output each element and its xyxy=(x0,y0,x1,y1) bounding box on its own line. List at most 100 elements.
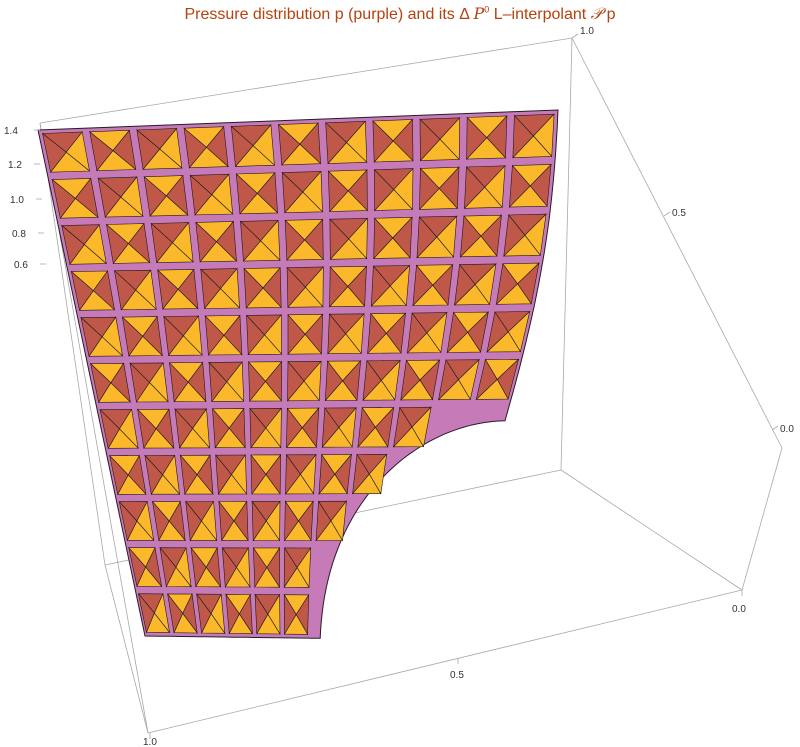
interpolant-triangle xyxy=(195,221,217,263)
interpolant-triangle xyxy=(419,167,440,211)
z-axis-tick-labels: 1.4 1.2 1.0 0.8 0.6 xyxy=(4,126,28,271)
interpolant-triangle xyxy=(286,407,303,449)
interpolant-triangle xyxy=(362,359,382,402)
interpolant-triangle xyxy=(99,408,120,450)
box-edge-right-top xyxy=(571,37,783,449)
interpolant-triangle xyxy=(318,453,336,495)
interpolant-triangle xyxy=(200,268,221,310)
interpolant-triangle xyxy=(215,454,232,495)
title-prefix: Pressure distribution p (purple) and its xyxy=(184,6,460,23)
interpolant-triangle xyxy=(286,266,306,309)
interpolant-triangle xyxy=(189,174,213,216)
interpolant-triangle xyxy=(152,500,170,542)
z-tick-label: 0.8 xyxy=(12,229,26,240)
box-edge-floor-right xyxy=(560,469,743,591)
interpolant-triangle xyxy=(240,220,262,262)
interpolant-triangle xyxy=(174,408,193,449)
interpolant-triangle xyxy=(412,264,434,307)
interpolant-triangle xyxy=(357,406,376,448)
interpolant-triangle xyxy=(218,500,235,542)
interpolant-triangle xyxy=(42,132,67,173)
interpolant-triangle xyxy=(406,312,428,354)
interpolant-triangle xyxy=(185,500,202,542)
interpolant-triangle xyxy=(327,170,349,213)
interpolant-triangle xyxy=(230,125,254,168)
interpolant-triangle xyxy=(61,224,85,266)
interpolant-triangles xyxy=(41,113,555,636)
interpolant-triangle xyxy=(503,214,526,257)
interpolant-triangle xyxy=(400,359,421,401)
interpolant-triangle xyxy=(512,114,534,159)
interpolant-triangle xyxy=(118,500,138,542)
interpolant-triangle xyxy=(374,169,395,212)
box-edge-left-front xyxy=(104,564,149,734)
interpolant-triangle xyxy=(51,178,76,219)
right-axis-tick-labels: 1.0 0.5 0.0 xyxy=(580,26,794,435)
interpolant-triangle xyxy=(446,311,468,354)
interpolant-triangle xyxy=(246,314,265,356)
interpolant-triangle xyxy=(80,316,103,358)
interpolant-triangle xyxy=(169,361,189,403)
right-tick-label: 0.5 xyxy=(672,208,686,219)
interpolant-triangle xyxy=(315,500,332,542)
interpolant-triangle xyxy=(159,546,177,588)
interpolant-triangle xyxy=(287,314,306,356)
interpolant-triangle xyxy=(212,407,230,449)
interpolant-triangle xyxy=(373,217,394,260)
right-tick-label: 0.0 xyxy=(780,424,794,435)
interpolant-triangle xyxy=(287,360,305,402)
interpolant-triangle xyxy=(129,362,150,403)
interpolant-triangle xyxy=(143,176,167,217)
interpolant-triangle xyxy=(325,122,347,165)
front-axis-tick-labels: 0.0 0.5 1.0 xyxy=(143,604,746,747)
interpolant-triangle xyxy=(208,361,228,403)
title-element-space: P xyxy=(473,4,485,23)
interpolant-triangle xyxy=(221,546,237,588)
interpolant-triangle xyxy=(329,218,350,261)
z-tick-label: 1.0 xyxy=(10,195,24,206)
interpolant-triangle xyxy=(281,171,304,214)
interpolant-triangle xyxy=(464,166,486,210)
interpolant-triangle xyxy=(475,358,498,401)
interpolant-triangle xyxy=(183,127,207,169)
z-tick-label: 0.6 xyxy=(14,260,28,271)
interpolant-triangle xyxy=(367,312,387,355)
z-tick-label: 1.2 xyxy=(8,160,22,171)
interpolant-triangle xyxy=(372,120,394,163)
interpolant-triangle xyxy=(225,593,240,635)
right-tick-label: 1.0 xyxy=(580,26,594,37)
interpolant-triangle xyxy=(235,173,258,215)
interpolant-triangle xyxy=(253,546,268,589)
interpolant-triangle xyxy=(248,361,266,402)
interpolant-triangle xyxy=(196,592,212,635)
interpolant-triangle xyxy=(454,263,476,306)
interpolant-triangle xyxy=(438,359,459,401)
interpolant-triangle xyxy=(128,546,146,588)
interpolant-triangle xyxy=(150,222,173,264)
interpolant-triangle xyxy=(251,500,267,542)
box-edge-right-vertical xyxy=(741,447,783,591)
interpolant-triangle xyxy=(250,454,267,495)
title-middle: L–interpolant xyxy=(489,6,591,23)
bottom-tick-label: 1.0 xyxy=(143,737,157,747)
interpolant-triangle xyxy=(419,118,441,162)
interpolant-triangle xyxy=(285,453,301,495)
box-edge-bottom-front xyxy=(147,589,743,734)
interpolant-triangle xyxy=(137,408,157,449)
front-right-tick-label: 0.0 xyxy=(732,604,746,615)
bottom-tick-label: 0.5 xyxy=(450,670,464,681)
interpolant-triangle xyxy=(109,454,129,496)
interpolant-triangle xyxy=(179,454,198,495)
box-edge-back-vertical xyxy=(560,37,573,471)
interpolant-triangle xyxy=(283,546,298,589)
interpolant-triangle xyxy=(327,313,347,355)
interpolant-triangle xyxy=(89,131,114,172)
interpolant-triangle xyxy=(321,407,340,449)
interpolant-triangle xyxy=(163,315,184,357)
interpolant-triangle xyxy=(509,164,531,208)
interpolant-triangle xyxy=(283,593,297,636)
interpolant-triangle xyxy=(284,500,299,542)
interpolant-triangle xyxy=(138,593,155,634)
axis-ticks xyxy=(34,33,779,739)
